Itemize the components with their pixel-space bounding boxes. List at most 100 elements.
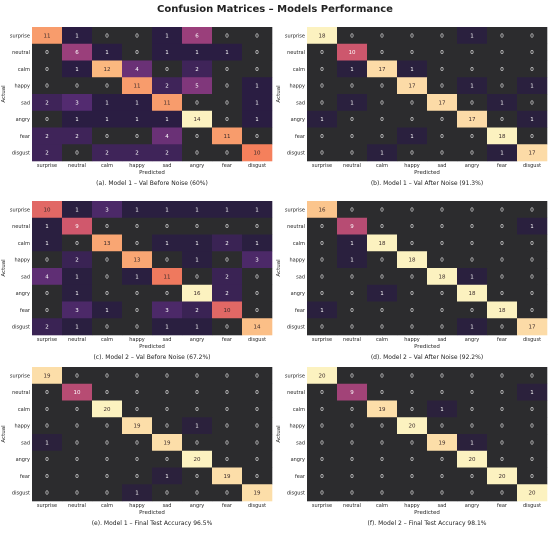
cell-value-label: 0 <box>105 325 109 331</box>
cell-value-label: 0 <box>195 440 199 446</box>
heatmap-cell <box>427 417 458 435</box>
heatmap-cell <box>517 301 548 319</box>
heatmap-cell <box>367 367 398 385</box>
heatmap-cell <box>337 417 368 435</box>
cell-value-label: 0 <box>320 440 324 446</box>
heatmap-cell <box>427 251 458 269</box>
panel-caption: (c). Model 2 – Val Before Noise (67.2%) <box>93 354 210 361</box>
cell-value-label: 0 <box>320 151 324 157</box>
heatmap-cell <box>457 450 488 468</box>
cell-value-label: 1 <box>440 407 444 413</box>
heatmap-cell <box>182 43 213 61</box>
cell-value-label: 0 <box>470 424 474 430</box>
cell-value-label: 0 <box>195 407 199 413</box>
cell-value-label: 1 <box>500 151 504 157</box>
heatmap-cell <box>337 60 368 78</box>
heatmap-cell <box>62 450 93 468</box>
heatmap-cell <box>517 367 548 385</box>
cell-value-label: 0 <box>225 258 229 264</box>
column-tick-label: calm <box>101 163 113 169</box>
cell-value-label: 0 <box>45 50 49 56</box>
heatmap-cell <box>457 60 488 78</box>
cell-value-label: 0 <box>320 274 324 280</box>
cell-value-label: 0 <box>410 457 414 463</box>
cell-value-label: 2 <box>225 241 229 247</box>
heatmap-cell <box>397 144 428 162</box>
cell-value-label: 0 <box>320 291 324 297</box>
heatmap-cell <box>337 217 368 235</box>
heatmap-cell <box>397 43 428 61</box>
cell-value-label: 0 <box>105 457 109 463</box>
heatmap-cell <box>212 318 243 336</box>
heatmap-cell <box>307 467 338 485</box>
heatmap-cell <box>182 434 213 452</box>
heatmap-cell <box>367 400 398 418</box>
cell-value-label: 20 <box>194 457 201 463</box>
cell-value-label: 2 <box>45 134 49 140</box>
cell-value-label: 0 <box>440 224 444 230</box>
cell-value-label: 0 <box>530 100 534 106</box>
cell-value-label: 0 <box>105 274 109 280</box>
heatmap-cell <box>367 318 398 336</box>
cell-value-label: 0 <box>470 474 474 480</box>
cell-value-label: 0 <box>380 308 384 314</box>
heatmap-cell <box>307 400 338 418</box>
cell-value-label: 1 <box>165 33 169 39</box>
heatmap-cell <box>92 467 123 485</box>
heatmap-cell <box>62 417 93 435</box>
cell-value-label: 19 <box>379 407 386 413</box>
heatmap-cell <box>182 284 213 302</box>
cell-value-label: 0 <box>530 407 534 413</box>
row-tick-label: calm <box>18 67 30 73</box>
row-tick-label: surprise <box>285 373 305 379</box>
cell-value-label: 0 <box>75 151 79 157</box>
cell-value-label: 0 <box>75 440 79 446</box>
heatmap-cell <box>92 450 123 468</box>
cell-value-label: 2 <box>225 291 229 297</box>
y-axis-label: Actual <box>1 259 7 277</box>
column-tick-label: angry <box>465 163 479 169</box>
cell-value-label: 0 <box>255 424 259 430</box>
cell-value-label: 1 <box>470 84 474 90</box>
heatmap-cell <box>307 284 338 302</box>
heatmap-cell <box>182 127 213 145</box>
cell-value-label: 0 <box>45 390 49 396</box>
row-tick-label: disgust <box>12 325 30 331</box>
heatmap-cell <box>32 383 63 401</box>
heatmap-cell <box>182 144 213 162</box>
cell-value-label: 0 <box>500 50 504 56</box>
cell-value-label: 10 <box>254 151 261 157</box>
cell-value-label: 20 <box>529 491 536 497</box>
cell-value-label: 0 <box>45 474 49 480</box>
heatmap-cell <box>92 251 123 269</box>
cell-value-label: 18 <box>469 291 476 297</box>
heatmap-cell <box>62 434 93 452</box>
cell-value-label: 0 <box>380 457 384 463</box>
heatmap-cell <box>427 301 458 319</box>
cell-value-label: 0 <box>440 207 444 213</box>
cell-value-label: 0 <box>350 134 354 140</box>
cell-value-label: 1 <box>165 241 169 247</box>
cell-value-label: 1 <box>75 67 79 73</box>
heatmap-cell <box>517 467 548 485</box>
cell-value-label: 14 <box>194 117 201 123</box>
heatmap-cell <box>212 77 243 95</box>
cell-value-label: 1 <box>350 258 354 264</box>
heatmap-cell <box>397 450 428 468</box>
cell-value-label: 0 <box>105 84 109 90</box>
heatmap-cell <box>152 77 183 95</box>
heatmap-cell <box>337 268 368 286</box>
cell-value-label: 0 <box>350 474 354 480</box>
cell-value-label: 0 <box>380 258 384 264</box>
heatmap-cell <box>337 127 368 145</box>
cell-value-label: 6 <box>75 50 79 56</box>
row-tick-label: sad <box>296 100 305 106</box>
cell-value-label: 1 <box>255 117 259 123</box>
heatmap-cell <box>212 417 243 435</box>
heatmap-cell <box>457 94 488 112</box>
row-tick-label: surprise <box>10 373 30 379</box>
cell-value-label: 0 <box>410 407 414 413</box>
cell-value-label: 0 <box>380 440 384 446</box>
heatmap-cell <box>487 110 518 128</box>
x-axis-label: Predicted <box>414 170 440 176</box>
